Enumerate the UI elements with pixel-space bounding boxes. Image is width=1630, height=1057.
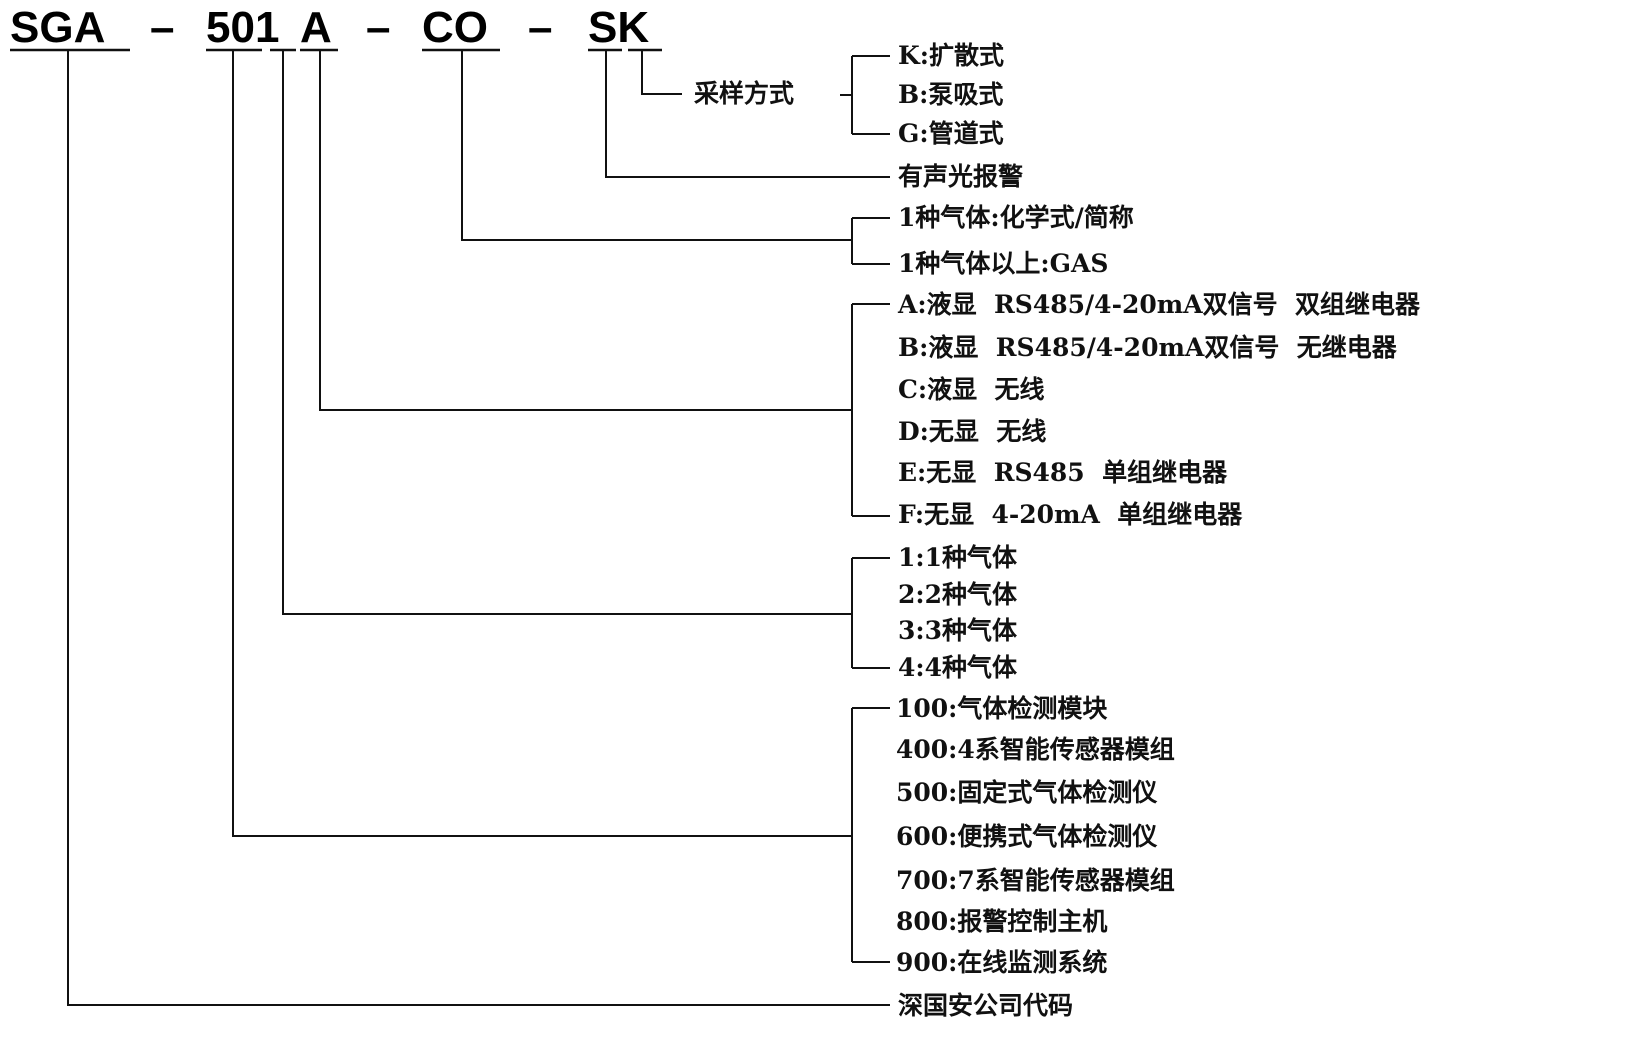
connector-alarm [605, 50, 890, 178]
sampling-option: B:泵吸式 [898, 80, 1003, 109]
product-option: 500:固定式气体检测仪 [896, 778, 1158, 807]
code-co: CO [422, 3, 488, 52]
code-501: 501 [206, 3, 279, 52]
sampling-option: G:管道式 [898, 119, 1004, 148]
code-a: A [300, 3, 332, 52]
code-dash-3: – [528, 3, 552, 52]
product-option: 400:4系智能传感器模组 [896, 735, 1175, 764]
product-option: 100:气体检测模块 [896, 694, 1107, 723]
model-code: SGA – 501 A – CO – SK [10, 3, 662, 52]
gas-count-option: 4:4种气体 [898, 653, 1018, 682]
output-option: D:无显 无线 [898, 417, 1046, 446]
connector-gas-name [461, 50, 852, 241]
connector-product [232, 50, 852, 837]
connector-company [67, 50, 890, 1006]
product-option: 700:7系智能传感器模组 [896, 866, 1175, 895]
company-label: 深国安公司代码 [898, 991, 1073, 1020]
output-option: C:液显 无线 [898, 375, 1045, 404]
code-sga: SGA [10, 3, 105, 52]
output-option: A:液显 RS485/4-20mA双信号 双组继电器 [897, 290, 1421, 319]
gas-count-option: 2:2种气体 [898, 580, 1018, 609]
connector-lines [67, 50, 890, 1006]
output-option: B:液显 RS485/4-20mA双信号 无继电器 [898, 333, 1398, 362]
connector-gas-count [282, 50, 852, 615]
gas-count-option: 1:1种气体 [898, 543, 1018, 572]
connector-sampling [641, 50, 682, 95]
output-option: E:无显 RS485 单组继电器 [898, 458, 1228, 487]
gas-count-option: 3:3种气体 [898, 616, 1018, 645]
product-option: 600:便携式气体检测仪 [896, 822, 1158, 851]
product-option: 800:报警控制主机 [896, 907, 1107, 936]
code-sk: SK [588, 3, 649, 52]
gas-name-option: 1种气体:化学式/简称 [898, 203, 1134, 232]
code-dash-1: – [150, 3, 174, 52]
labels: 采样方式 K:扩散式 B:泵吸式 G:管道式 有声光报警 1种气体:化学式/简称… [694, 41, 1421, 1020]
output-option: F:无显 4-20mA 单组继电器 [898, 500, 1243, 529]
gas-name-option: 1种气体以上:GAS [898, 249, 1108, 278]
connector-output [319, 50, 852, 411]
code-dash-2: – [366, 3, 390, 52]
sampling-option: K:扩散式 [898, 41, 1004, 70]
alarm-label: 有声光报警 [898, 162, 1023, 191]
product-option: 900:在线监测系统 [896, 948, 1107, 977]
sampling-title: 采样方式 [694, 79, 794, 108]
